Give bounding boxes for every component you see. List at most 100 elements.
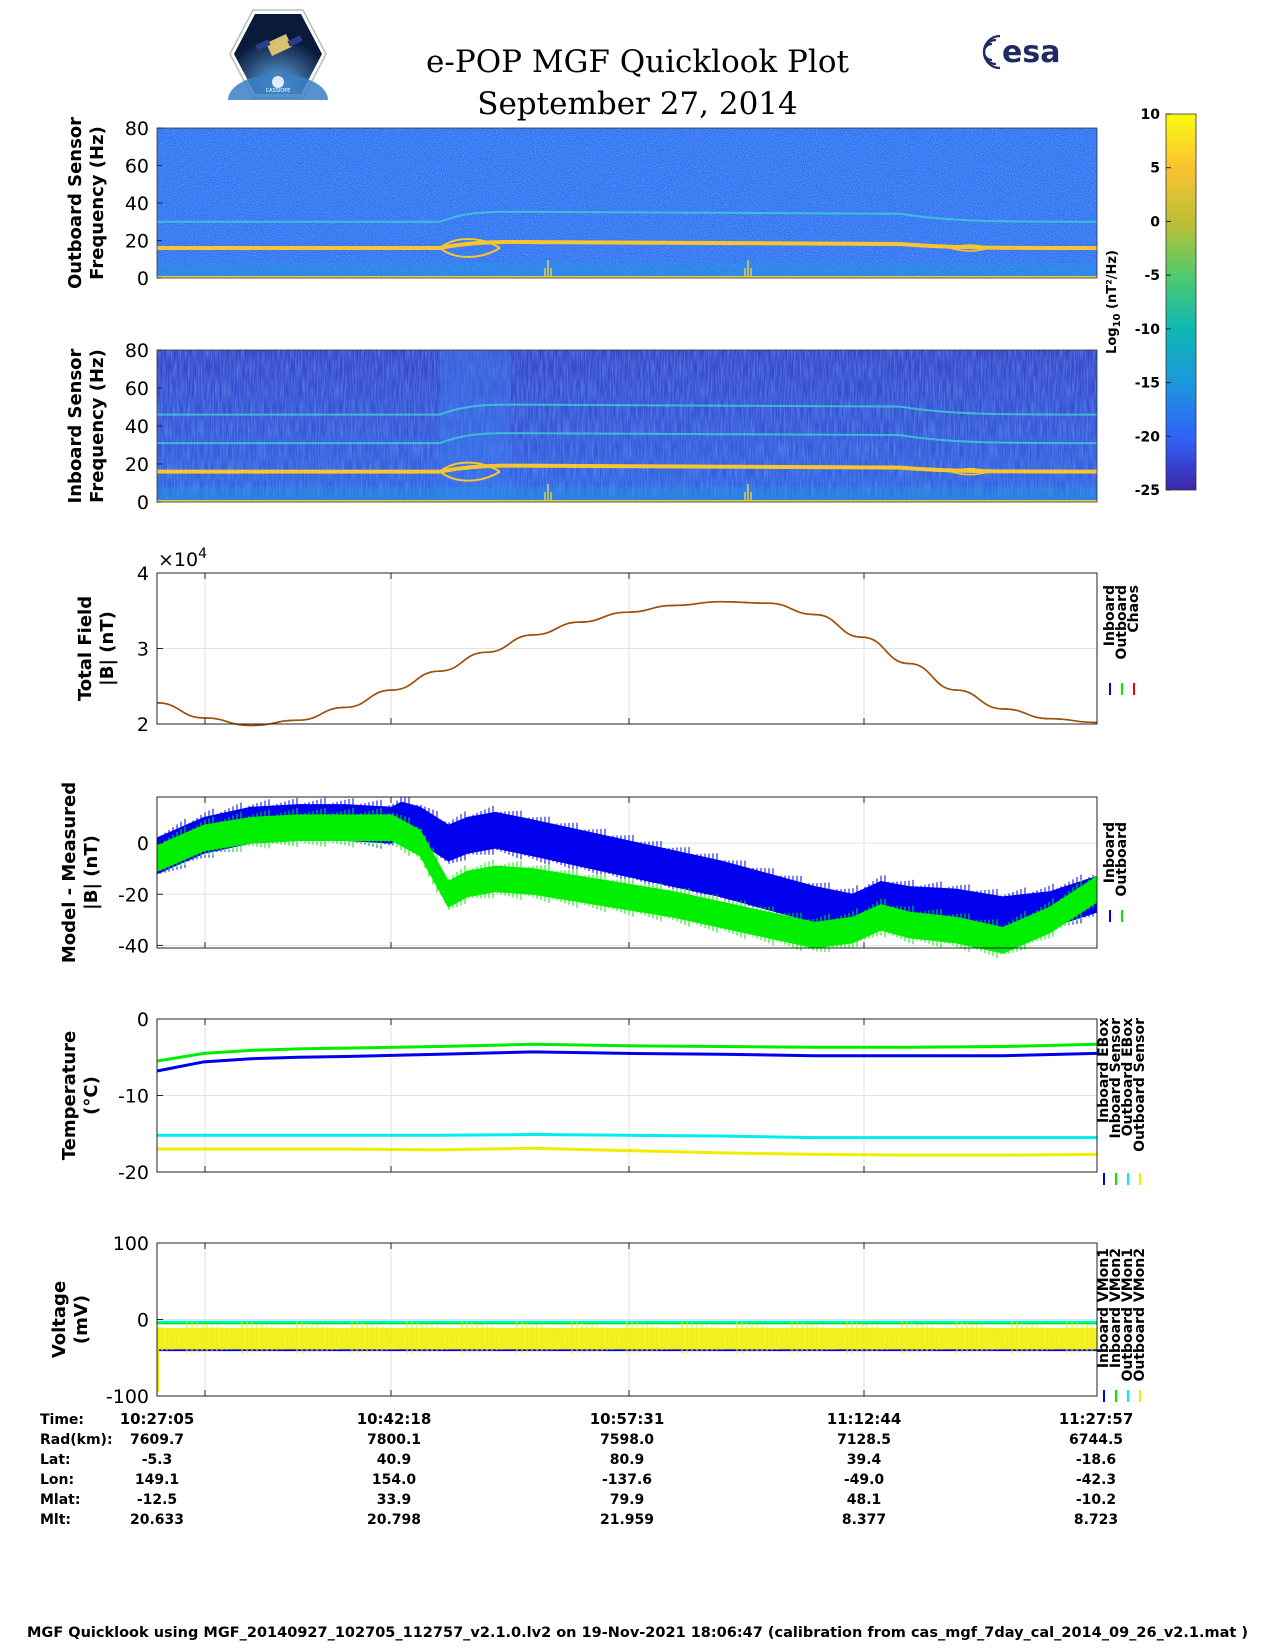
orbit-value: 154.0 — [372, 1472, 417, 1488]
orbit-value: 20.798 — [367, 1512, 421, 1528]
voltage-plot: -100 0 100 Voltage(mV) Inboard VMon1Inboard … — [49, 1233, 1148, 1408]
orbit-value: -10.2 — [1076, 1492, 1116, 1508]
y-tick-label: 0 — [137, 833, 149, 855]
colorbar-tick-label: 5 — [1150, 161, 1160, 177]
orbit-value: 33.9 — [377, 1492, 412, 1508]
orbit-value: 20.633 — [130, 1512, 184, 1528]
orbit-value: 7609.7 — [130, 1432, 184, 1448]
exponent-power: 4 — [198, 546, 207, 562]
y-axis-label-line: |B| (nT) — [97, 611, 118, 686]
colorbar-tick-label: 10 — [1141, 107, 1161, 123]
harmonic-line — [157, 403, 1098, 416]
legend-entry: Outboard VMon1 — [1120, 1248, 1136, 1382]
legend-entry: Outboard — [1114, 585, 1130, 660]
row-label: Rad(km): — [40, 1432, 113, 1448]
colorbar-tick-label: -15 — [1135, 376, 1160, 392]
temperature-line — [157, 1133, 1097, 1140]
spectrogram-noise — [157, 350, 1097, 502]
y-tick-label: 0 — [137, 1009, 149, 1031]
time-tick-label: 10:27:05 — [120, 1410, 195, 1428]
y-axis-label: Model - Measured|B| (nT) — [59, 782, 102, 963]
orbit-value: 48.1 — [847, 1492, 882, 1508]
axes-frame — [156, 796, 1098, 949]
harmonic-split-upper — [439, 238, 501, 249]
y-tick-label: -100 — [106, 1386, 149, 1408]
colorbar-label-sub: 10 — [1112, 313, 1123, 327]
y-axis-label-line: |B| (nT) — [81, 835, 102, 910]
y-tick-label: -20 — [118, 884, 149, 906]
orbit-value: 79.9 — [610, 1492, 645, 1508]
harmonic-split-minor — [949, 467, 991, 476]
inboard-spectrogram: 0 20 40 60 80 Inboard SensorFrequency (Hz) — [65, 340, 1098, 514]
model-measured-plot: -40 -20 0 Model - Measured|B| (nT) InboardOu… — [59, 782, 1130, 963]
y-axis-label-line: Inboard Sensor — [65, 348, 86, 503]
row-label: Mlat: — [40, 1492, 80, 1508]
orbit-value: 6744.5 — [1069, 1432, 1123, 1448]
footer-note: MGF Quicklook using MGF_20140927_102705_… — [26, 1625, 1248, 1641]
y-axis-label-line: Frequency (Hz) — [87, 126, 108, 280]
legend-entry: Inboard EBox — [1096, 1018, 1112, 1123]
colorbar-label: Log10 (nT²/Hz) — [1105, 250, 1123, 354]
legend-entry: Inboard — [1102, 585, 1118, 646]
harmonic-line — [157, 432, 1098, 445]
y-tick-label: 80 — [125, 340, 149, 362]
harmonic-split-lower — [439, 247, 501, 258]
legend-entry: Outboard Sensor — [1132, 1018, 1148, 1152]
y-tick-label: 40 — [125, 416, 149, 438]
time-tick-label: 10:42:18 — [357, 1410, 432, 1428]
y-tick-label: 0 — [137, 268, 149, 290]
low-freq-band — [157, 263, 1097, 278]
y-tick-label: -10 — [118, 1086, 149, 1108]
row-label: Lon: — [40, 1472, 74, 1488]
harmonic-split-lower — [439, 470, 501, 482]
colorbar-tick-label: -10 — [1135, 322, 1161, 338]
y-tick-label: 0 — [137, 492, 149, 514]
row-label: Time: — [40, 1412, 84, 1428]
orbit-value: 8.377 — [842, 1512, 886, 1528]
time-tick-label: 11:27:57 — [1059, 1410, 1134, 1428]
legend-entry: Inboard — [1102, 822, 1118, 883]
harmonic-line — [157, 210, 1098, 223]
orbit-value: -137.6 — [602, 1472, 652, 1488]
exponent-base: ×10 — [158, 549, 198, 571]
legend-entry: Outboard EBox — [1120, 1018, 1136, 1136]
y-axis-label-line: Total Field — [75, 596, 96, 701]
legend-entry: Outboard — [1114, 822, 1130, 897]
orbit-value: 39.4 — [847, 1452, 882, 1468]
row-label: Lat: — [40, 1452, 71, 1468]
legend-entry: Inboard VMon2 — [1108, 1248, 1124, 1368]
esa-logo-text: esa — [1002, 35, 1060, 70]
spectrogram-noise — [157, 128, 1097, 278]
harmonic-split-minor — [949, 244, 991, 252]
y-axis-label: Total Field|B| (nT) — [75, 596, 118, 701]
y-tick-label: 80 — [125, 118, 149, 140]
y-tick-label: -40 — [118, 935, 149, 957]
y-tick-label: 4 — [137, 563, 149, 585]
time-tick-label: 10:57:31 — [590, 1410, 665, 1428]
outboard-spikes — [156, 808, 1094, 958]
orbit-info-table: Time: Rad(km): Lat: Lon: Mlat: Mlt: 10:27:05 76… — [40, 1410, 1133, 1528]
time-tick-label: 11:12:44 — [827, 1410, 902, 1428]
orbit-value: -18.6 — [1076, 1452, 1116, 1468]
colorbar-tick-label: -5 — [1144, 268, 1160, 284]
y-axis-label: Inboard SensorFrequency (Hz) — [65, 348, 108, 503]
outboard-spectrogram: 0 20 40 60 80 Outboard SensorFrequency (Hz) — [65, 117, 1098, 290]
axes-frame — [156, 127, 1098, 279]
cassiope-logo: CASSIOPE — [228, 9, 328, 100]
orbit-value: 7598.0 — [600, 1432, 654, 1448]
y-tick-label: 60 — [125, 378, 149, 400]
y-tick-label: 2 — [137, 714, 149, 736]
y-axis-label: Outboard SensorFrequency (Hz) — [65, 117, 108, 289]
y-axis-label-line: Model - Measured — [59, 782, 80, 963]
plot-date: September 27, 2014 — [477, 86, 798, 122]
orbit-value: 80.9 — [610, 1452, 645, 1468]
orbit-value: -5.3 — [142, 1452, 173, 1468]
y-axis-label-line: Frequency (Hz) — [87, 349, 108, 503]
y-axis-label-line: Voltage — [49, 1281, 70, 1358]
y-tick-label: 3 — [137, 639, 149, 661]
low-freq-band — [157, 486, 1097, 502]
cassiope-logo-text: CASSIOPE — [266, 88, 291, 94]
voltage-spikes — [156, 1320, 1093, 1354]
spectrogram-disturbance — [440, 350, 510, 502]
